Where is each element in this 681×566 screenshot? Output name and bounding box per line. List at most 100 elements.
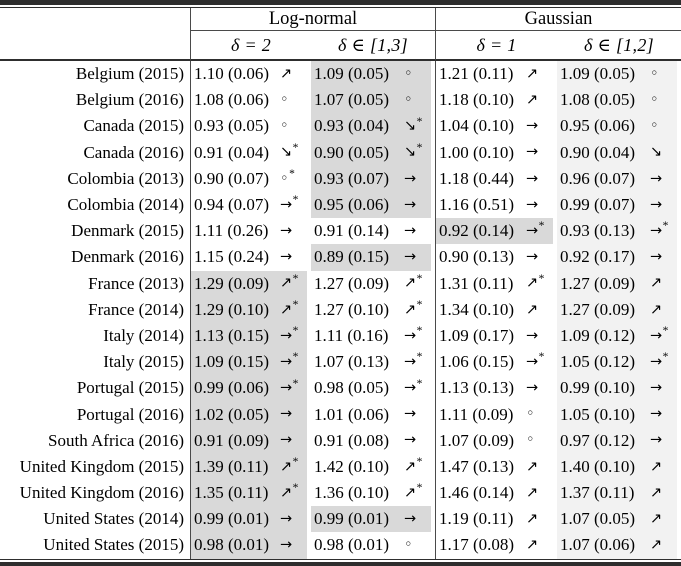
row-label: France (2014) xyxy=(88,299,184,319)
stat-cell: 1.47 (0.13) ↗ xyxy=(435,453,557,480)
subheader-delta-2: δ = 2 xyxy=(190,31,311,61)
stat-cell: 0.99 (0.01) → xyxy=(190,506,311,533)
row-label: Canada (2016) xyxy=(83,142,184,162)
stat-cell: 0.98 (0.01) → xyxy=(190,532,311,559)
cell-value: 1.02 (0.05) xyxy=(194,404,270,424)
trend-flat-icon: → xyxy=(404,512,431,527)
stat-cell: 0.91 (0.09) → xyxy=(190,427,311,454)
cell-value: 1.09 (0.15) xyxy=(194,352,270,372)
trend-glyph: ↗ xyxy=(650,511,663,528)
stat-cell: 1.27 (0.09) ↗ xyxy=(557,270,681,297)
cell-value: 1.40 (0.10) xyxy=(560,456,636,476)
trend-up-icon: ↗ xyxy=(526,538,553,553)
trend-flat-icon: → * xyxy=(526,221,553,239)
trend-glyph: → xyxy=(650,222,663,239)
cell-value: 0.92 (0.14) xyxy=(439,221,515,241)
stat-cell: 1.09 (0.17) → xyxy=(435,322,557,350)
trend-flat-icon: → xyxy=(280,250,307,265)
trend-glyph: ◦ xyxy=(526,406,535,423)
cell-value: 1.31 (0.11) xyxy=(439,273,514,293)
significance-star: * xyxy=(292,482,299,495)
cell-value: 0.90 (0.13) xyxy=(439,247,515,267)
trend-glyph: ◦ xyxy=(280,118,289,135)
trend-flat-icon: → xyxy=(526,381,553,396)
trend-glyph: ↗ xyxy=(526,511,539,528)
trend-up-icon: ↗ xyxy=(280,67,307,82)
trend-glyph: → xyxy=(404,222,417,239)
row-label: South Africa (2016) xyxy=(48,430,184,450)
stat-cell: 1.09 (0.12) → * xyxy=(557,322,681,350)
stat-cell: 1.07 (0.13) → * xyxy=(311,349,435,375)
trend-glyph: → xyxy=(404,380,417,397)
trend-flat-icon: → xyxy=(404,198,431,213)
trend-glyph: ↗ xyxy=(280,484,293,501)
trend-glyph: ↗ xyxy=(404,458,417,475)
stat-cell: 1.40 (0.10) ↗ xyxy=(557,453,681,480)
trend-flat-icon: → * xyxy=(280,377,307,396)
trend-down-icon: ↘ xyxy=(650,145,677,160)
stat-cell: 1.35 (0.11) ↗ * xyxy=(190,480,311,507)
trend-up-icon: ↗ xyxy=(650,460,677,475)
trend-up-icon: ↗ * xyxy=(280,482,307,501)
trend-up-icon: ↗ xyxy=(526,512,553,527)
cell-value: 1.34 (0.10) xyxy=(439,299,515,319)
trend-up-icon: ↗ * xyxy=(280,299,307,318)
cell-value: 1.07 (0.05) xyxy=(560,509,636,529)
trend-glyph: ↗ xyxy=(650,537,663,554)
significance-star: * xyxy=(662,351,669,364)
cell-value: 0.93 (0.07) xyxy=(314,168,390,188)
stat-cell: 0.90 (0.05) ↘ * xyxy=(311,139,435,166)
trend-glyph: → xyxy=(404,353,417,370)
cell-value: 1.21 (0.11) xyxy=(439,64,514,84)
row-label: United States (2015) xyxy=(43,535,184,555)
bottom-rule-thick xyxy=(0,562,681,566)
cell-value: 1.07 (0.13) xyxy=(314,352,390,372)
trend-glyph: → xyxy=(526,222,539,239)
trend-up-icon: ↗ xyxy=(650,303,677,318)
subheader-delta-1-2: δ ∈ [1,2] xyxy=(557,31,681,61)
stat-cell: 1.46 (0.14) ↗ xyxy=(435,480,557,507)
significance-star: * xyxy=(292,377,299,390)
group-header-gaussian: Gaussian xyxy=(435,8,681,31)
cell-value: 0.90 (0.04) xyxy=(560,142,636,162)
trend-flat-icon: → xyxy=(526,250,553,265)
row-label: United States (2014) xyxy=(43,509,184,529)
cell-value: 0.96 (0.07) xyxy=(560,168,636,188)
trend-flat-icon: → xyxy=(280,512,307,527)
trend-flat-icon: → xyxy=(404,224,431,239)
stat-cell: 0.91 (0.14) → xyxy=(311,218,435,244)
cell-value: 0.90 (0.05) xyxy=(314,142,390,162)
cell-value: 1.11 (0.26) xyxy=(194,221,269,241)
trend-up-icon: ↗ * xyxy=(404,300,431,318)
cell-value: 0.99 (0.06) xyxy=(194,378,270,398)
cell-value: 0.97 (0.12) xyxy=(560,430,636,450)
cell-value: 1.08 (0.06) xyxy=(194,90,270,110)
trend-glyph: → xyxy=(280,537,293,554)
trend-glyph: ↗ xyxy=(280,458,293,475)
significance-star: * xyxy=(292,325,299,338)
trend-glyph: ↗ xyxy=(526,275,539,292)
cell-value: 1.15 (0.24) xyxy=(194,247,270,267)
trend-glyph: → xyxy=(526,327,539,344)
trend-up-icon: ↗ xyxy=(650,512,677,527)
stat-cell: 0.95 (0.06) → xyxy=(311,191,435,219)
row-label: Canada (2015) xyxy=(83,116,184,136)
stat-cell: 1.18 (0.44) → xyxy=(435,165,557,192)
stat-cell: 1.05 (0.10) → xyxy=(557,401,681,428)
trend-glyph: ↘ xyxy=(404,118,417,135)
stat-cell: 0.98 (0.01) ◦ xyxy=(311,532,435,558)
cell-value: 1.42 (0.10) xyxy=(314,456,390,476)
trend-glyph: ↗ xyxy=(404,301,417,318)
trend-flat-icon: → xyxy=(526,119,553,134)
significance-star: * xyxy=(662,325,669,338)
cell-value: 1.09 (0.05) xyxy=(560,64,636,84)
significance-star: * xyxy=(292,299,299,312)
cell-value: 1.13 (0.15) xyxy=(194,325,270,345)
trend-up-icon: ↗ * xyxy=(280,457,307,475)
results-table: Log-normal Gaussian δ = 2 δ ∈ [1,3] δ = … xyxy=(0,8,681,559)
cell-value: 0.98 (0.01) xyxy=(194,535,270,555)
stat-cell: 1.31 (0.11) ↗ * xyxy=(435,270,557,297)
trend-flat-icon: → xyxy=(650,198,677,213)
trend-up-icon: ↗ * xyxy=(404,457,431,475)
